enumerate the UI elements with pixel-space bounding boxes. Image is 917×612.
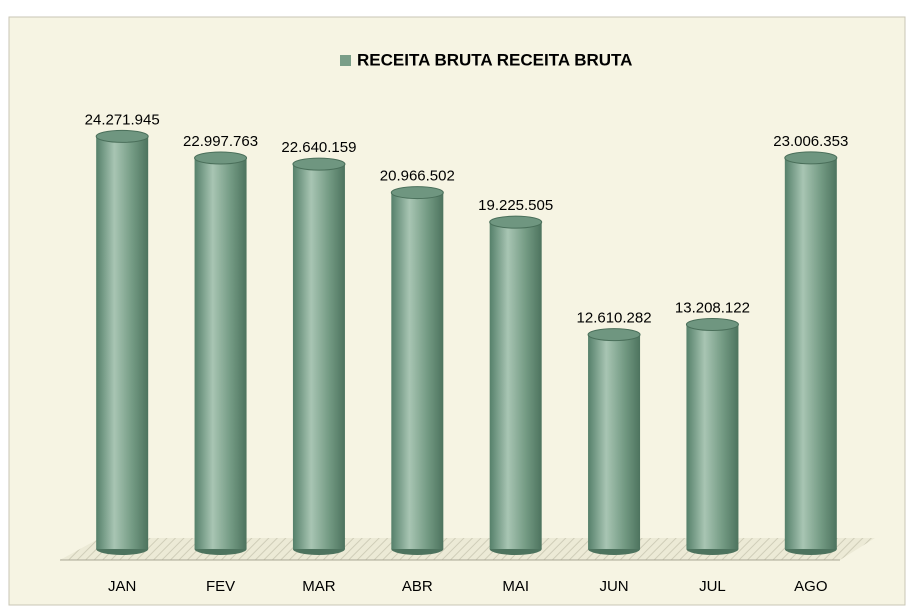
bar-top bbox=[95, 129, 149, 143]
bar bbox=[96, 136, 149, 549]
x-tick-label: FEV bbox=[206, 578, 235, 595]
data-label: 24.271.945 bbox=[85, 111, 160, 128]
bar-top bbox=[784, 151, 838, 165]
bar bbox=[391, 192, 444, 550]
bar bbox=[489, 222, 542, 549]
bar-top bbox=[587, 328, 641, 342]
legend-swatch bbox=[340, 55, 351, 66]
x-tick-label: MAR bbox=[302, 578, 336, 595]
floor bbox=[60, 538, 875, 560]
x-tick-label: JUN bbox=[599, 578, 628, 595]
x-tick-label: AGO bbox=[794, 578, 827, 595]
data-label: 12.610.282 bbox=[577, 310, 652, 327]
legend-label: RECEITA BRUTA RECEITA BRUTA bbox=[357, 50, 632, 69]
x-tick-label: MAI bbox=[502, 578, 529, 595]
bar bbox=[194, 158, 247, 549]
data-label: 19.225.505 bbox=[478, 197, 553, 214]
data-label: 23.006.353 bbox=[773, 133, 848, 150]
bar bbox=[686, 324, 739, 549]
bar-top bbox=[390, 186, 444, 200]
data-label: 13.208.122 bbox=[675, 299, 750, 316]
data-label: 22.997.763 bbox=[183, 133, 258, 150]
bar-top bbox=[685, 317, 739, 331]
x-tick-label: JUL bbox=[699, 578, 726, 595]
data-label: 20.966.502 bbox=[380, 168, 455, 185]
x-tick-label: ABR bbox=[402, 578, 433, 595]
bar bbox=[784, 157, 837, 549]
bar bbox=[588, 334, 641, 549]
bar-top bbox=[194, 151, 248, 165]
data-label: 22.640.159 bbox=[281, 139, 356, 156]
bar bbox=[292, 164, 345, 549]
bar-top bbox=[292, 157, 346, 171]
x-tick-label: JAN bbox=[108, 578, 136, 595]
bar-top bbox=[489, 215, 543, 229]
plot-background bbox=[8, 16, 906, 606]
